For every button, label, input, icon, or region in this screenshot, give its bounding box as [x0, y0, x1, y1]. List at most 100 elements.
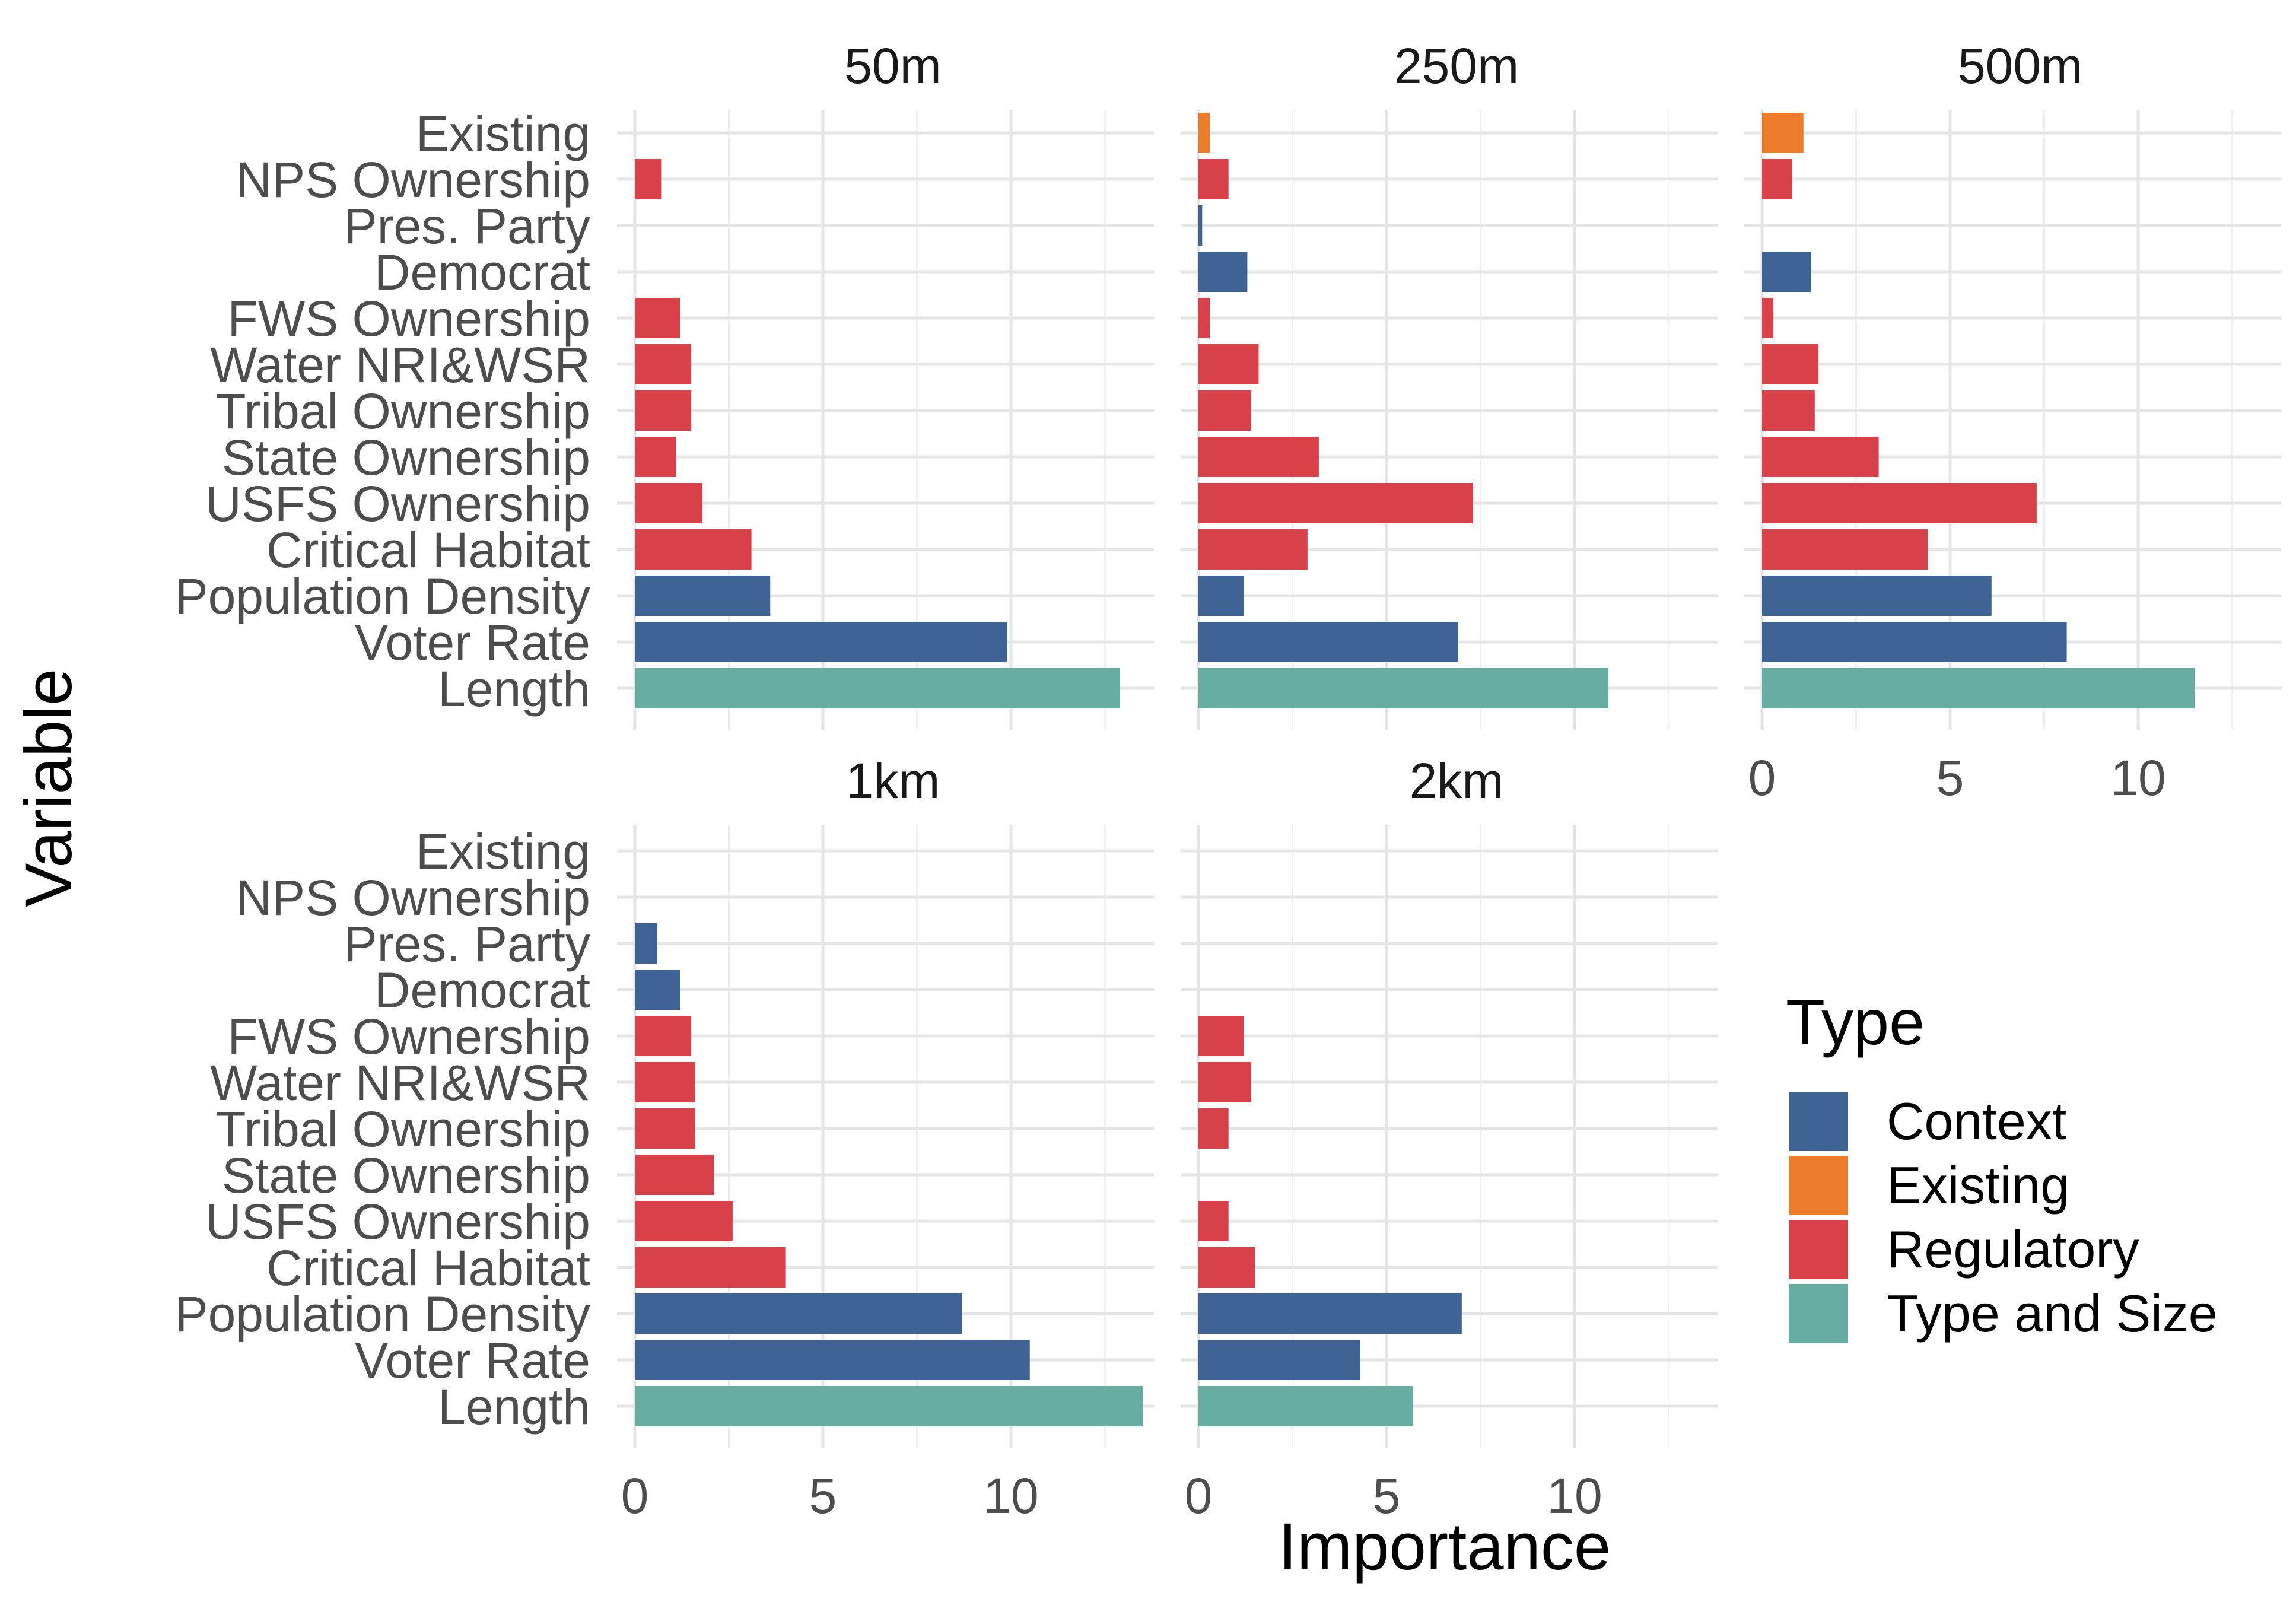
y-tick-label: Population Density [175, 568, 590, 624]
bar [635, 1386, 1143, 1426]
bar [1198, 298, 1210, 338]
bar [1762, 668, 2195, 708]
bar [1198, 1340, 1360, 1380]
y-tick-label: Water NRI&WSR [210, 1055, 590, 1111]
bar [1762, 529, 1928, 570]
x-axis-title: Importance [1279, 1509, 1611, 1584]
y-tick-label: Length [438, 661, 590, 717]
legend-label: Type and Size [1887, 1284, 2218, 1343]
y-tick-label: Tribal Ownership [215, 1101, 590, 1157]
bar [1762, 298, 1774, 338]
panel-2km: 2km 0 5 10 [1181, 753, 1718, 1524]
y-tick-label: Pres. Party [344, 916, 590, 972]
bar [635, 1201, 733, 1241]
bar [1198, 159, 1229, 199]
bar [635, 159, 662, 199]
bar [635, 622, 1007, 662]
y-axis-title: Variable [11, 669, 85, 908]
bar [635, 668, 1120, 708]
y-tick-label: Pres. Party [344, 198, 590, 254]
y-tick-label: Critical Habitat [266, 522, 590, 578]
bar [1198, 1201, 1229, 1241]
bar [635, 1340, 1030, 1380]
panel-500m: 500m 0 5 10 [1744, 38, 2281, 806]
bar [1198, 390, 1251, 431]
panel-title: 250m [1394, 38, 1519, 94]
y-tick-label: Length [438, 1379, 590, 1435]
bar [635, 1062, 695, 1102]
y-tick-label: Democrat [374, 962, 590, 1018]
y-tick-label: Existing [416, 824, 590, 879]
y-tick-label: Population Density [175, 1286, 590, 1342]
bar [635, 1016, 692, 1056]
bar [1762, 113, 1804, 153]
y-tick-label: State Ownership [222, 1148, 590, 1203]
x-tick-label: 10 [1547, 1468, 1602, 1524]
x-tick-label: 0 [1748, 750, 1776, 806]
legend-label: Existing [1887, 1156, 2069, 1215]
x-tick-label: 10 [983, 1468, 1038, 1524]
bar [635, 576, 771, 616]
bar [1198, 1016, 1244, 1056]
bar [1198, 1247, 1255, 1288]
bar [1762, 390, 1815, 431]
y-tick-label: FWS Ownership [228, 1009, 590, 1064]
legend-swatch [1789, 1284, 1848, 1343]
bar [1762, 483, 2037, 523]
y-tick-label: Existing [416, 106, 590, 161]
legend-swatch [1789, 1220, 1848, 1279]
x-tick-label: 5 [1373, 1468, 1401, 1524]
bar [1762, 576, 1992, 616]
bar [635, 1155, 714, 1195]
bar [1198, 529, 1308, 570]
x-tick-label: 5 [809, 1468, 837, 1524]
bar [635, 437, 676, 477]
x-tick-label: 0 [621, 1468, 649, 1524]
y-tick-label: Voter Rate [355, 1333, 590, 1388]
panel-250m: 250m [1181, 38, 1718, 730]
y-tick-label: Critical Habitat [266, 1240, 590, 1296]
panel-title: 2km [1410, 753, 1504, 809]
y-tick-label: Water NRI&WSR [210, 337, 590, 393]
y-tick-label: USFS Ownership [205, 476, 590, 532]
legend-swatch [1789, 1156, 1848, 1215]
bar [1198, 1108, 1229, 1149]
y-tick-label: Democrat [374, 244, 590, 300]
y-tick-label: State Ownership [222, 430, 590, 485]
bar [1762, 159, 1792, 199]
y-tick-label: NPS Ownership [236, 870, 590, 926]
bar [1198, 205, 1203, 246]
y-tick-label: NPS Ownership [236, 152, 590, 208]
bar [635, 923, 658, 964]
bar [1762, 437, 1879, 477]
bar [1198, 483, 1473, 523]
bar [1198, 437, 1319, 477]
bar [1198, 622, 1458, 662]
bar [1762, 252, 1811, 292]
y-tick-label: Tribal Ownership [215, 383, 590, 439]
bar [635, 390, 692, 431]
bar [1198, 1062, 1251, 1102]
bar [1198, 113, 1210, 153]
y-tick-label: Voter Rate [355, 615, 590, 670]
bar [635, 298, 680, 338]
bar [635, 344, 692, 384]
bar [635, 1247, 786, 1288]
legend-label: Context [1887, 1092, 2066, 1150]
bar [1198, 1386, 1413, 1426]
bar [635, 970, 680, 1010]
panel-title: 500m [1958, 38, 2082, 94]
bar [635, 529, 752, 570]
bar [635, 483, 703, 523]
panel-title: 1km [846, 753, 940, 809]
bar [1198, 252, 1248, 292]
bar [635, 1108, 695, 1149]
bar [1762, 344, 1819, 384]
legend-title: Type [1786, 986, 1925, 1058]
y-tick-label: USFS Ownership [205, 1194, 590, 1250]
